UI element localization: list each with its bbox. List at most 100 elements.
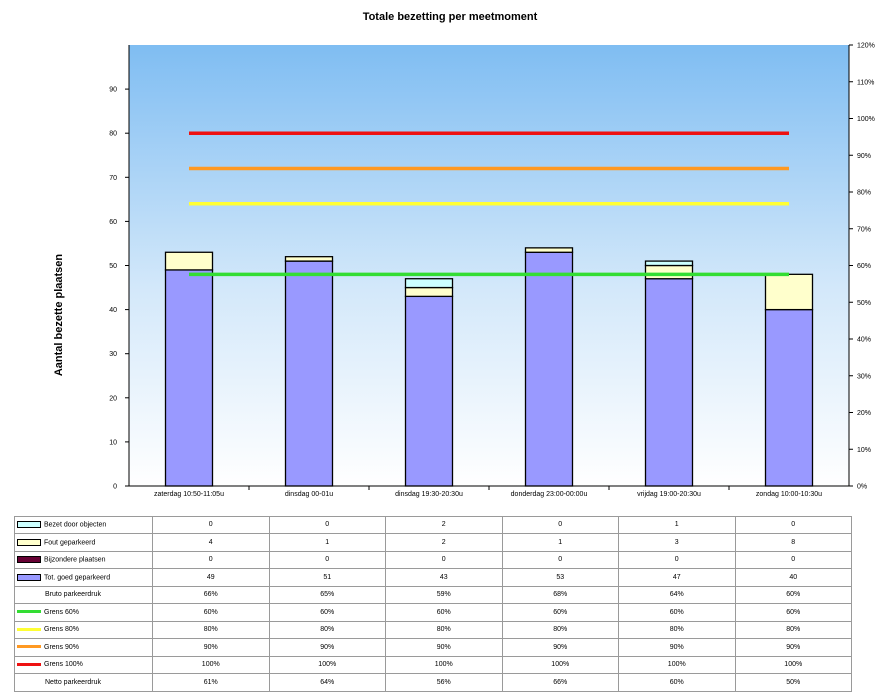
- y-tick-label-8: 70: [109, 175, 117, 182]
- y2-tick-label-5: 40%: [857, 337, 871, 344]
- x-tick-label-5: vrijdag 19:00-20:30u: [637, 491, 701, 498]
- table-cell: 0: [501, 550, 619, 569]
- table-cell: 60%: [152, 603, 270, 622]
- y2-tick-label-9: 80%: [857, 190, 871, 197]
- table-cell: 80%: [152, 620, 270, 639]
- y-tick-label-7: 60: [109, 219, 117, 226]
- table-cell: 60%: [385, 603, 503, 622]
- table-row: Grens 80% 80% 80% 80% 80% 80% 80%: [14, 620, 852, 639]
- y-tick-label-1: 0: [113, 484, 117, 491]
- table-header-cell: [385, 499, 502, 517]
- bar-segment-1-5: [644, 278, 694, 487]
- table-cell: 90%: [385, 638, 503, 657]
- row-label-text: Bijzondere plaatsen: [44, 556, 106, 564]
- bar-segment-1-2: [284, 260, 334, 487]
- table-row: Fout geparkeerd 4 1 2 1 3 8: [14, 533, 852, 552]
- table-cell: 50%: [734, 673, 852, 692]
- y-tick-label-4: 30: [109, 351, 117, 358]
- y-tick-label-9: 80: [109, 131, 117, 138]
- x-tick-label-6: zondag 10:00-10:30u: [756, 491, 822, 498]
- bar-segment-3-1: [164, 251, 214, 271]
- legend-swatch: [17, 521, 41, 529]
- bar-segment-3-6: [764, 273, 814, 311]
- y2-tick-label-13: 120%: [857, 43, 875, 50]
- table-header-cell: [152, 499, 269, 517]
- table-cell: 40: [734, 568, 852, 587]
- table-cell: 1: [618, 515, 736, 534]
- x-tick-label-2: dinsdag 00-01u: [285, 491, 333, 498]
- table-row: Grens 90% 90% 90% 90% 90% 90% 90%: [14, 638, 852, 657]
- table-cell: 49: [152, 568, 270, 587]
- table-cell: 90%: [501, 638, 619, 657]
- table-cell: 66%: [152, 585, 270, 604]
- table-row-label: Tot. goed geparkeerd: [14, 568, 153, 587]
- bar-segment-3-2: [284, 256, 334, 262]
- row-label-text: Grens 80%: [44, 626, 80, 634]
- table-cell: 0: [152, 515, 270, 534]
- row-label-text: Grens 60%: [44, 608, 80, 616]
- table-cell: 8: [734, 533, 852, 552]
- table-cell: 100%: [734, 655, 852, 674]
- legend-line: [17, 662, 41, 666]
- bar-segment-1-3: [404, 295, 454, 487]
- table-cell: 66%: [501, 673, 619, 692]
- table-cell: 80%: [385, 620, 503, 639]
- table-cell: 60%: [501, 603, 619, 622]
- legend-line: [17, 645, 41, 649]
- table-cell: 0: [268, 550, 386, 569]
- table-cell: 64%: [268, 673, 386, 692]
- y-tick-label-3: 20: [109, 395, 117, 402]
- table-row-label: Grens 60%: [14, 603, 153, 622]
- table-row: Bezet door objecten 0 0 2 0 1 0: [14, 515, 852, 534]
- table-cell: 80%: [618, 620, 736, 639]
- table-cell: 4: [152, 533, 270, 552]
- table-cell: 80%: [501, 620, 619, 639]
- table-header-cell: [618, 499, 735, 517]
- y2-tick-label-4: 30%: [857, 373, 871, 380]
- row-label-text: Bezet door objecten: [44, 521, 107, 529]
- table-row-label: Bijzondere plaatsen: [14, 550, 153, 569]
- bar-segment-3-4: [524, 247, 574, 253]
- table-cell: 100%: [152, 655, 270, 674]
- table-cell: 43: [385, 568, 503, 587]
- legend-swatch: [17, 538, 41, 546]
- table-row-label: Grens 90%: [14, 638, 153, 657]
- table-header-row: [14, 499, 852, 517]
- table-row-label: Fout geparkeerd: [14, 533, 153, 552]
- x-tick-label-3: dinsdag 19:30-20:30u: [395, 491, 463, 498]
- table-cell: 61%: [152, 673, 270, 692]
- table-cell: 2: [385, 533, 503, 552]
- table-row: Tot. goed geparkeerd 49 51 43 53 47 40: [14, 568, 852, 587]
- table-cell: 65%: [268, 585, 386, 604]
- table-cell: 90%: [618, 638, 736, 657]
- y2-tick-label-3: 20%: [857, 410, 871, 417]
- table-row: Grens 60% 60% 60% 60% 60% 60% 60%: [14, 603, 852, 622]
- table-cell: 0: [734, 515, 852, 534]
- plot-area: [129, 45, 849, 486]
- y2-tick-label-6: 50%: [857, 300, 871, 307]
- y2-tick-label-10: 90%: [857, 153, 871, 160]
- bar-segment-4-3: [404, 278, 454, 289]
- table-header-cell: [502, 499, 619, 517]
- row-label-text: Fout geparkeerd: [44, 538, 96, 546]
- y-tick-label-6: 50: [109, 263, 117, 270]
- legend-line: [17, 627, 41, 631]
- y-tick-label-2: 10: [109, 439, 117, 446]
- data-table: Bezet door objecten 0 0 2 0 1 0 Fout geparkeerd…: [14, 499, 852, 692]
- bars-group: [164, 247, 814, 487]
- table-row-label: Netto parkeerdruk: [14, 673, 153, 692]
- table-cell: 0: [734, 550, 852, 569]
- table-row-label: Bezet door objecten: [14, 515, 153, 534]
- legend-swatch: [17, 573, 41, 581]
- x-tick-label-1: zaterdag 10:50-11:05u: [154, 491, 224, 498]
- y2-tick-label-2: 10%: [857, 447, 871, 454]
- bar-segment-1-6: [764, 308, 814, 487]
- table-cell: 64%: [618, 585, 736, 604]
- bar-segment-4-5: [644, 260, 694, 267]
- y2-tick-label-11: 100%: [857, 116, 875, 123]
- table-row: Bijzondere plaatsen 0 0 0 0 0 0: [14, 550, 852, 569]
- table-cell: 0: [152, 550, 270, 569]
- table-cell: 100%: [268, 655, 386, 674]
- table-cell: 60%: [734, 603, 852, 622]
- table-cell: 100%: [385, 655, 503, 674]
